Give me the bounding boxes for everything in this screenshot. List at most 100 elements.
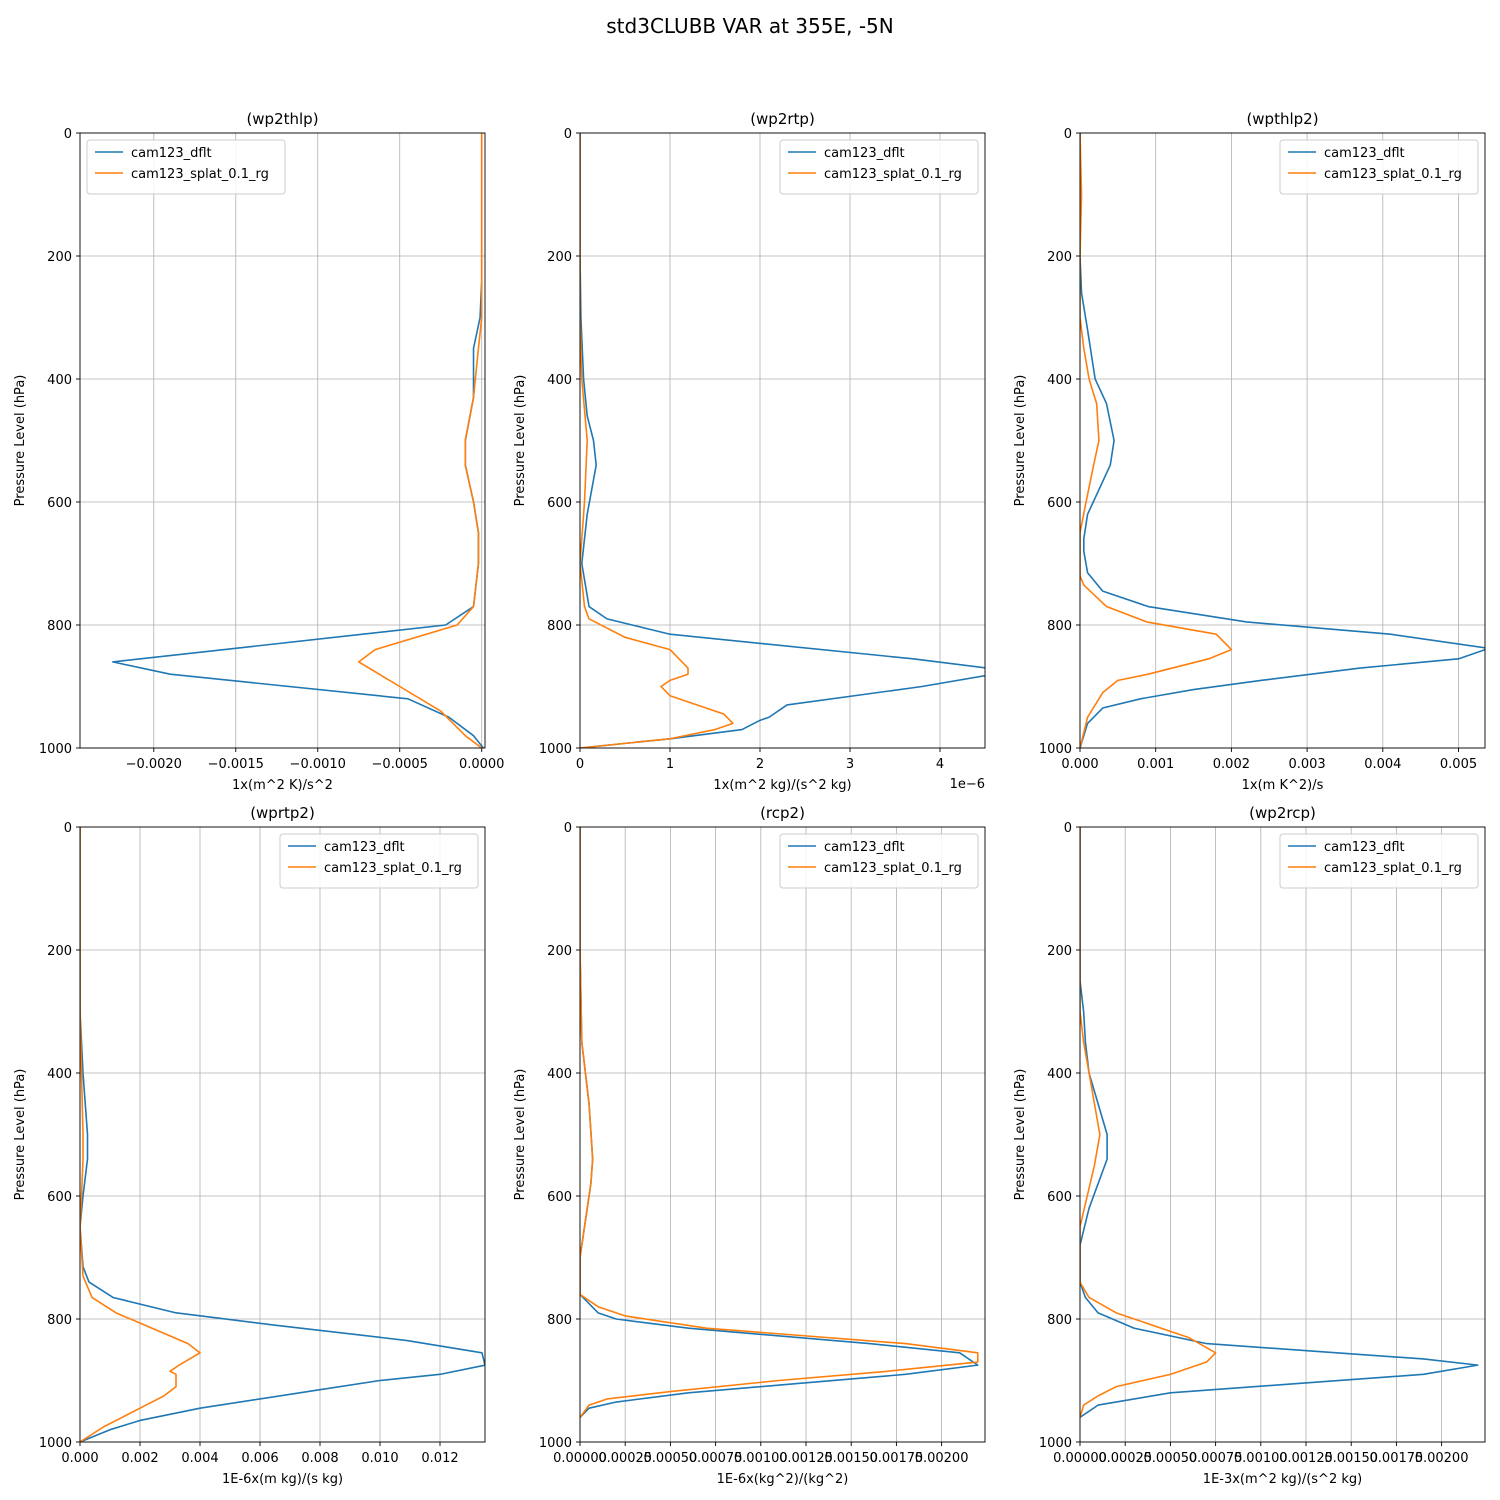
y-tick-label: 1000 <box>539 742 572 757</box>
legend: cam123_dflt cam123_splat_0.1_rg <box>779 139 979 195</box>
y-axis-label: Pressure Level (hPa) <box>13 375 28 507</box>
y-tick-label: 400 <box>547 373 572 388</box>
panel-title: (wp2rcp) <box>1249 804 1316 822</box>
y-tick-label: 400 <box>1047 373 1072 388</box>
chart-panel-2: 0 1 2 3 4 0 200 400 600 800 1000 1e−6 (wp2rtp) 1x(m^2… <box>513 110 986 793</box>
x-offset-text: 1e−6 <box>950 777 985 792</box>
y-tick-label: 800 <box>1047 1313 1072 1328</box>
legend: cam123_dflt cam123_splat_0.1_rg <box>1279 833 1479 889</box>
series-group <box>111 133 484 748</box>
y-tick-label: 800 <box>547 1313 572 1328</box>
chart-panel-1: −0.0020 −0.0015 −0.0010 −0.0005 0.0000 0 200 40… <box>13 110 504 793</box>
x-tick-label: 2 <box>756 757 764 772</box>
legend-box <box>1279 139 1479 195</box>
series-line-cam123_dflt <box>1080 133 1485 748</box>
series-line-cam123_dflt <box>580 827 979 1418</box>
series-group <box>80 827 485 1442</box>
x-tick-label: 4 <box>936 757 944 772</box>
axes-frame <box>579 826 986 1443</box>
y-axis-label: Pressure Level (hPa) <box>1013 375 1028 507</box>
chart-panel-3: 0.000 0.001 0.002 0.003 0.004 0.005 0 200 400 600… <box>1013 110 1486 793</box>
axes-frame <box>579 132 986 749</box>
x-tick-label: 0.002 <box>121 1451 158 1466</box>
y-tick-label: 1000 <box>39 742 72 757</box>
x-tick-label: 0.00100 <box>734 1451 788 1466</box>
series-line-cam123_splat_0.1_rg <box>580 827 979 1418</box>
x-tick-label: 0.00175 <box>1370 1451 1424 1466</box>
x-tick-label: −0.0020 <box>126 757 182 772</box>
x-tick-label: 0.00125 <box>1279 1451 1333 1466</box>
y-tick-label: 600 <box>47 1190 72 1205</box>
chart-panel-5: 0.000000.000250.000500.000750.001000.001… <box>513 804 986 1487</box>
series-line-cam123_splat_0.1_rg <box>80 827 201 1442</box>
x-axis-label: 1x(m K^2)/s <box>1242 778 1324 793</box>
x-tick-label: 0.00150 <box>1324 1451 1378 1466</box>
series-line-cam123_dflt <box>111 133 484 748</box>
y-tick-label: 0 <box>564 127 572 142</box>
series-group <box>580 827 979 1418</box>
legend: cam123_dflt cam123_splat_0.1_rg <box>1279 139 1479 195</box>
x-axis-label: 1x(m^2 K)/s^2 <box>232 778 333 793</box>
y-tick-label: 200 <box>1047 250 1072 265</box>
y-tick-label: 400 <box>547 1067 572 1082</box>
legend-label: cam123_dflt <box>824 146 905 161</box>
x-tick-label: 0.004 <box>181 1451 218 1466</box>
x-axis-label: 1x(m^2 kg)/(s^2 kg) <box>713 778 851 793</box>
legend-label: cam123_dflt <box>1324 146 1405 161</box>
panel-title: (wp2thlp) <box>246 110 318 128</box>
axes-frame <box>1079 132 1486 749</box>
x-tick-label: 0.000 <box>61 1451 98 1466</box>
y-tick-label: 600 <box>47 496 72 511</box>
legend-label: cam123_splat_0.1_rg <box>1324 861 1462 876</box>
legend-box <box>779 833 979 889</box>
legend: cam123_dflt cam123_splat_0.1_rg <box>779 833 979 889</box>
x-tick-label: −0.0005 <box>372 757 428 772</box>
legend-label: cam123_splat_0.1_rg <box>824 861 962 876</box>
y-tick-label: 0 <box>1064 821 1072 836</box>
y-tick-label: 400 <box>47 373 72 388</box>
y-tick-label: 1000 <box>1039 1436 1072 1451</box>
y-tick-label: 600 <box>547 496 572 511</box>
series-line-cam123_splat_0.1_rg <box>580 133 734 748</box>
x-tick-label: 0.005 <box>1440 757 1477 772</box>
y-tick-label: 0 <box>564 821 572 836</box>
x-tick-label: 0.008 <box>301 1451 338 1466</box>
x-tick-label: 0.00100 <box>1234 1451 1288 1466</box>
figure-title: std3CLUBB VAR at 355E, -5N <box>606 14 894 38</box>
y-axis-label: Pressure Level (hPa) <box>513 1069 528 1201</box>
legend-label: cam123_splat_0.1_rg <box>324 861 462 876</box>
y-axis-label: Pressure Level (hPa) <box>1013 1069 1028 1201</box>
y-tick-label: 0 <box>64 821 72 836</box>
x-tick-label: 3 <box>846 757 854 772</box>
series-group <box>1080 827 1479 1419</box>
y-tick-label: 800 <box>47 619 72 634</box>
panel-title: (wp2rtp) <box>750 110 815 128</box>
series-line-cam123_splat_0.1_rg <box>357 133 483 748</box>
x-tick-label: 1 <box>666 757 674 772</box>
legend-label: cam123_dflt <box>324 840 405 855</box>
x-tick-label: 0.00025 <box>598 1451 652 1466</box>
series-line-cam123_splat_0.1_rg <box>1080 827 1217 1418</box>
legend-label: cam123_splat_0.1_rg <box>824 167 962 182</box>
y-tick-label: 800 <box>1047 619 1072 634</box>
y-tick-label: 200 <box>47 944 72 959</box>
series-line-cam123_dflt <box>80 827 485 1442</box>
y-tick-label: 400 <box>47 1067 72 1082</box>
legend-label: cam123_splat_0.1_rg <box>1324 167 1462 182</box>
legend-box <box>279 833 479 889</box>
x-tick-label: 0.00050 <box>1144 1451 1198 1466</box>
x-tick-label: 0.004 <box>1364 757 1401 772</box>
y-tick-label: 200 <box>547 944 572 959</box>
y-tick-label: 800 <box>547 619 572 634</box>
series-group <box>580 133 985 748</box>
series-group <box>1080 133 1485 748</box>
x-tick-label: 0.000 <box>1061 757 1098 772</box>
series-line-cam123_dflt <box>580 133 985 748</box>
x-tick-label: 0.00025 <box>1098 1451 1152 1466</box>
x-tick-label: 0.001 <box>1137 757 1174 772</box>
legend-box <box>86 139 286 195</box>
x-tick-label: 0.00075 <box>1189 1451 1243 1466</box>
axes-frame <box>79 132 486 749</box>
x-tick-label: 0.00000 <box>553 1451 607 1466</box>
